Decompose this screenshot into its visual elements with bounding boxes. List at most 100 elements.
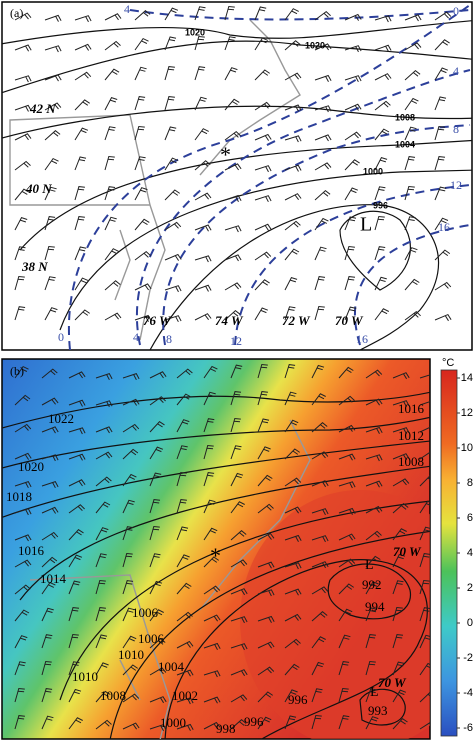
- wind-barb: [392, 606, 403, 622]
- wind-barb: [419, 662, 430, 676]
- wind-barb: [254, 195, 272, 203]
- wind-barb: [41, 581, 56, 595]
- wind-barb: [338, 395, 355, 406]
- wind-barb: [44, 216, 56, 231]
- wind-barb: [230, 643, 248, 651]
- site-marker: *: [210, 543, 221, 568]
- wind-barb: [14, 275, 25, 291]
- colorbar-ticks: 14 12 10 8 6 4 2 0 -2 -4 -6: [457, 372, 473, 734]
- wind-barb: [257, 532, 275, 541]
- wind-barb: [149, 396, 166, 406]
- wind-barb: [14, 661, 26, 676]
- isobar-label: 1000: [363, 166, 383, 176]
- wind-barb: [434, 217, 449, 231]
- wind-barb: [365, 581, 379, 595]
- wind-barb: [44, 245, 55, 261]
- wind-barb: [392, 400, 410, 408]
- wind-barb: [122, 526, 134, 541]
- wind-barb: [203, 696, 221, 704]
- isobar: [2, 416, 430, 469]
- wind-barb: [122, 635, 137, 649]
- isobar-label: 1004: [158, 659, 185, 674]
- wind-barb: [122, 423, 140, 433]
- wind-barb: [104, 312, 122, 321]
- wind-barb: [344, 306, 357, 321]
- wind-barb: [104, 186, 116, 201]
- wind-barb: [404, 311, 421, 321]
- wind-barb: [404, 156, 416, 171]
- wind-barb: [194, 313, 212, 321]
- wind-barb: [164, 221, 182, 231]
- wind-barb: [338, 453, 356, 461]
- wind-barb: [224, 67, 238, 81]
- wind-barb: [230, 530, 247, 541]
- wind-barb: [338, 634, 351, 649]
- wind-barb: [314, 43, 332, 51]
- isobar: [59, 169, 472, 331]
- wind-barb: [104, 126, 116, 141]
- wind-barb: [149, 446, 164, 460]
- isobar-label: 1014: [40, 571, 67, 586]
- wind-barb: [176, 393, 192, 406]
- longitude-label: 74 W: [215, 313, 244, 328]
- wind-barb: [419, 426, 430, 433]
- wind-barb: [164, 126, 177, 141]
- wind-barb: [224, 163, 242, 171]
- wind-barb: [311, 661, 325, 676]
- wind-barb: [419, 401, 430, 406]
- wind-barb: [194, 284, 212, 292]
- wind-barb: [194, 128, 209, 141]
- wind-barb: [338, 481, 356, 489]
- isobar-label: 1022: [48, 411, 74, 426]
- wind-barb: [134, 283, 152, 291]
- colorbar-tick-label: 0: [467, 617, 473, 629]
- wind-barb: [311, 586, 329, 595]
- wind-barb: [14, 216, 28, 231]
- wind-barb: [419, 579, 430, 595]
- wind-barb: [41, 397, 59, 406]
- wind-barb: [284, 477, 302, 487]
- wind-barb: [284, 104, 302, 112]
- wind-barb: [365, 398, 383, 406]
- wind-barb: [134, 10, 151, 21]
- wind-barb: [365, 480, 383, 488]
- wind-barb: [44, 307, 58, 321]
- wind-barb: [284, 562, 302, 570]
- wind-barb: [392, 634, 404, 649]
- isobar-label: 998: [216, 721, 236, 736]
- wind-barb: [344, 13, 362, 21]
- wind-barb: [224, 254, 242, 262]
- panel-frame: [1, 1, 473, 351]
- wind-barb: [392, 503, 409, 514]
- wind-barb: [74, 277, 89, 291]
- isobar-label: 1008: [100, 688, 126, 703]
- wind-barb: [95, 426, 113, 434]
- isobar: [164, 559, 428, 739]
- wind-barb: [41, 634, 53, 649]
- wind-barb: [224, 309, 241, 321]
- colorbar-tick-label: 14: [461, 372, 473, 384]
- wind-barb: [254, 37, 269, 51]
- wind-barb: [44, 157, 59, 171]
- isobar: [359, 688, 406, 726]
- coastline: [29, 419, 311, 739]
- wind-barb: [344, 159, 360, 171]
- wind-barb: [44, 74, 62, 82]
- wind-barb: [257, 446, 271, 460]
- wind-barb: [95, 662, 109, 676]
- coastline: [9, 19, 301, 341]
- wind-barb: [95, 501, 111, 514]
- wind-barb: [314, 217, 329, 231]
- wind-barb: [419, 553, 430, 568]
- wind-barb: [164, 315, 182, 323]
- wind-barb: [311, 611, 328, 622]
- wind-barb: [68, 399, 86, 407]
- wind-barb: [44, 186, 57, 201]
- wind-barb: [122, 499, 135, 514]
- wind-barb: [392, 478, 410, 487]
- wind-barb: [404, 14, 422, 22]
- isotherm-label: 4: [133, 330, 139, 344]
- wind-barb: [284, 613, 302, 622]
- wind-barb: [284, 276, 298, 291]
